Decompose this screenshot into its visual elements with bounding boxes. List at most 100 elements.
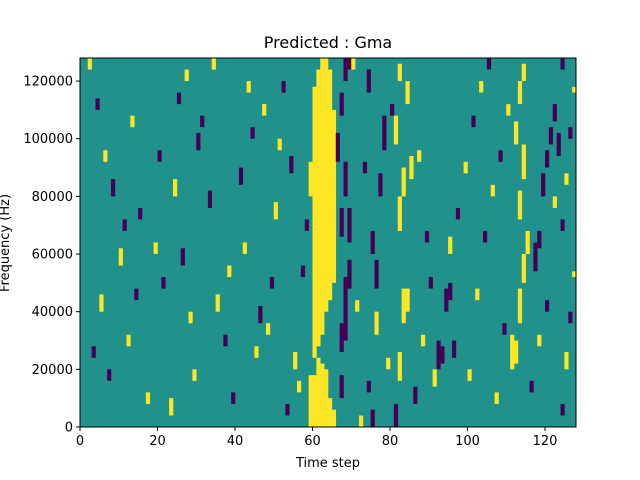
plot-area (79, 57, 577, 428)
heatmap-cell (572, 86, 577, 93)
heatmap-cell (289, 156, 294, 174)
heatmap-cell (401, 288, 406, 324)
heatmap-cell (359, 415, 364, 427)
heatmap-cell (370, 230, 375, 255)
heatmap-cell (118, 248, 123, 266)
x-tick-label: 100 (455, 434, 480, 449)
heatmap-cell (572, 271, 577, 278)
heatmap-cell (521, 254, 526, 283)
heatmap-cell (502, 323, 507, 335)
heatmap-cell (390, 104, 395, 116)
heatmap-cell (374, 311, 379, 335)
heatmap-cell (153, 242, 158, 255)
heatmap-cell (192, 369, 197, 381)
heatmap-cell (386, 357, 391, 370)
heatmap-cell (568, 311, 573, 324)
heatmap-cell (215, 294, 220, 312)
heatmap-cell (145, 392, 151, 404)
heatmap-cell (293, 352, 298, 370)
heatmap-cell (312, 375, 317, 427)
heatmap-cell (184, 69, 189, 82)
heatmap-cell (397, 196, 402, 231)
heatmap-cell (173, 179, 178, 197)
heatmap-cell (545, 150, 550, 168)
heatmap-cell (448, 282, 453, 301)
heatmap-cell (188, 311, 193, 324)
heatmap-cell (308, 375, 313, 427)
heatmap-cell (103, 150, 108, 162)
y-axis-label: Frequency (Hz) (0, 194, 13, 292)
heatmap-cell (541, 173, 546, 197)
heatmap-cell (444, 288, 449, 312)
y-axis: 0 20000 40000 60000 80000 100000 120000 (23, 75, 80, 436)
y-tick-label: 40000 (32, 305, 73, 320)
heatmap-cell (514, 340, 519, 364)
heatmap-cell (467, 369, 472, 381)
heatmap-cell (510, 334, 515, 370)
heatmap-cell (471, 115, 476, 128)
heatmap-cell (339, 323, 344, 353)
heatmap-cell (246, 81, 251, 93)
heatmap-cell (277, 138, 282, 151)
heatmap-cell (126, 334, 131, 347)
heatmap-cell (374, 259, 379, 289)
heatmap-cell (343, 300, 348, 341)
heatmap-cell (231, 392, 236, 404)
y-tick-label: 20000 (32, 363, 73, 378)
heatmap-cell (111, 179, 116, 197)
heatmap-cell (548, 127, 554, 145)
heatmap-cell (343, 161, 348, 197)
heatmap-cell (130, 115, 135, 128)
heatmap-cell (397, 63, 402, 82)
heatmap-cell (339, 207, 344, 237)
heatmap-cell (560, 219, 565, 231)
heatmap-cell (343, 58, 348, 82)
heatmap-cell (560, 58, 565, 70)
heatmap-cell (529, 380, 534, 393)
heatmap-cell (366, 380, 371, 393)
heatmap-cell (312, 86, 317, 358)
heatmap-cell (242, 242, 247, 255)
heatmap-cell (432, 369, 437, 387)
heatmap-cell (238, 167, 244, 185)
heatmap-cell (428, 277, 433, 289)
heatmap-cell (91, 346, 96, 358)
heatmap-cell (475, 288, 480, 301)
heatmap-cell (479, 81, 484, 93)
heatmap-cell (281, 81, 286, 93)
heatmap-cell (537, 334, 542, 347)
heatmap-cell (300, 265, 306, 278)
heatmap-cell (320, 58, 325, 335)
heatmap-cell (552, 104, 557, 122)
heatmap-cell (397, 352, 402, 381)
heatmap-cell (297, 380, 302, 393)
x-axis-label: Time step (295, 456, 360, 471)
heatmap-cell (413, 386, 418, 404)
heatmap-cell (436, 340, 441, 370)
heatmap-cell (200, 115, 205, 128)
heatmap-cell (506, 104, 511, 116)
heatmap-cell (533, 242, 538, 272)
x-tick-label: 20 (149, 434, 166, 449)
y-tick-label: 60000 (32, 248, 73, 263)
heatmap-cell (262, 104, 267, 116)
heatmap-cell (273, 202, 278, 220)
heatmap-cell (382, 115, 387, 151)
heatmap-cell (552, 196, 557, 208)
y-tick-label: 0 (65, 421, 73, 436)
heatmap-cell (362, 161, 368, 174)
heatmap-cell (258, 305, 263, 324)
heatmap-cell (490, 184, 495, 197)
heatmap-cell (157, 150, 162, 162)
heatmap-cell (95, 98, 100, 110)
x-tick-label: 0 (76, 434, 84, 449)
heatmap-cell (366, 69, 371, 93)
heatmap-cell (331, 409, 337, 427)
heatmap-cell (328, 398, 333, 427)
heatmap-cell (335, 132, 340, 162)
heatmap-cell (517, 81, 523, 105)
heatmap-cell (405, 81, 410, 105)
heatmap-cell (331, 109, 337, 283)
x-tick-label: 120 (533, 434, 558, 449)
